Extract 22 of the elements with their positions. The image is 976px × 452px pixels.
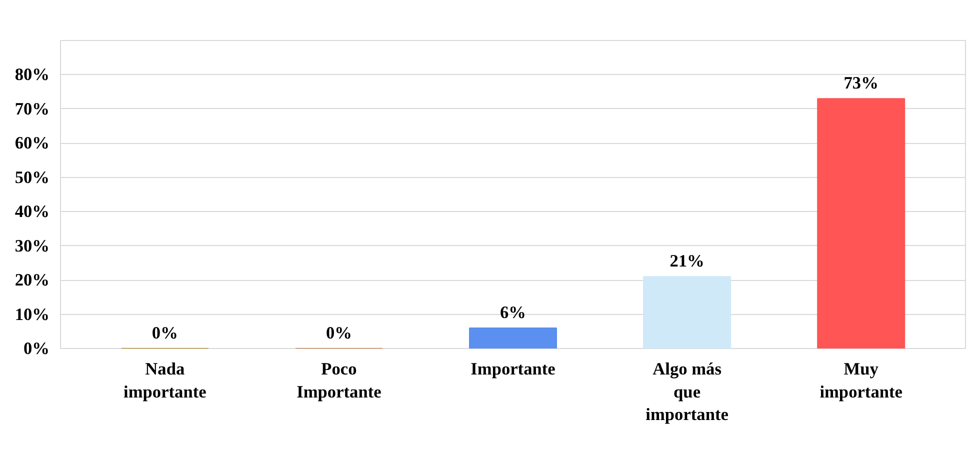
x-tick-label: Muy importante (820, 360, 903, 402)
y-tick-label: 70% (14, 99, 50, 118)
bar (468, 327, 558, 348)
bar (643, 276, 732, 348)
y-tick-label: 80% (14, 65, 50, 84)
data-label: 6% (500, 302, 526, 322)
data-label: 73% (844, 74, 878, 93)
y-tick-label: 60% (14, 134, 50, 153)
x-tick-label: Algo más que importante (646, 360, 729, 424)
x-tick-label: Poco Importante (296, 360, 382, 402)
data-label: 0% (152, 324, 178, 342)
x-tick-label: Importante (470, 360, 556, 378)
y-tick-label: 40% (14, 202, 50, 222)
y-tick-label: 10% (14, 304, 50, 324)
data-label: 0% (326, 324, 352, 342)
bar (817, 98, 906, 348)
data-label: 21% (670, 252, 704, 271)
y-tick-label: 20% (14, 270, 50, 290)
x-tick-label: Nada importante (124, 360, 207, 402)
y-tick-label: 30% (14, 236, 50, 256)
y-tick-label: 50% (14, 168, 50, 187)
y-tick-label: 0% (24, 339, 50, 358)
